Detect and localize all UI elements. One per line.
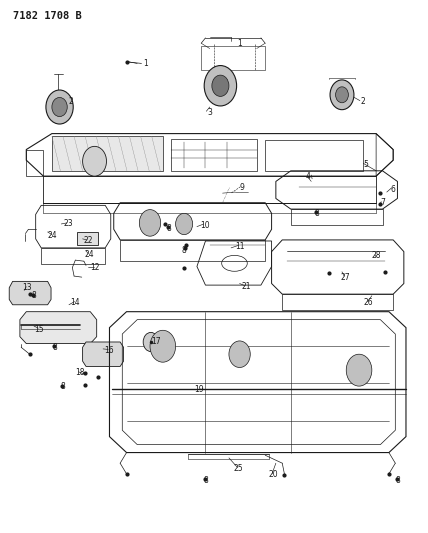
Text: 1: 1 (143, 59, 148, 68)
Text: 2: 2 (69, 97, 74, 106)
Polygon shape (9, 281, 51, 305)
Polygon shape (52, 136, 163, 171)
Text: 8: 8 (314, 209, 319, 218)
Text: 27: 27 (341, 273, 350, 281)
Circle shape (336, 87, 348, 103)
Text: 8: 8 (60, 382, 65, 391)
Text: 4: 4 (306, 172, 310, 181)
Polygon shape (77, 232, 98, 245)
Text: 6: 6 (391, 185, 395, 194)
Text: 8: 8 (167, 224, 172, 233)
Text: 16: 16 (105, 346, 114, 355)
Text: 19: 19 (194, 385, 204, 394)
Text: 10: 10 (201, 221, 210, 230)
Text: 26: 26 (364, 298, 373, 307)
Text: 21: 21 (241, 282, 251, 291)
Circle shape (46, 90, 73, 124)
Circle shape (330, 80, 354, 110)
Text: 1: 1 (237, 39, 242, 48)
Circle shape (140, 209, 160, 236)
Text: 8: 8 (53, 343, 58, 352)
Circle shape (52, 98, 67, 117)
Text: 15: 15 (34, 325, 44, 334)
Circle shape (212, 75, 229, 96)
Text: 18: 18 (75, 368, 84, 377)
Circle shape (175, 213, 193, 235)
Text: 3: 3 (207, 108, 212, 117)
Text: 14: 14 (71, 298, 80, 307)
Text: 7182 1708 B: 7182 1708 B (14, 11, 82, 21)
Circle shape (150, 330, 175, 362)
Circle shape (204, 66, 237, 106)
Text: 25: 25 (234, 464, 244, 473)
Text: 17: 17 (152, 337, 161, 346)
Circle shape (143, 333, 158, 352)
Text: 24: 24 (85, 251, 94, 260)
Text: 8: 8 (395, 476, 400, 484)
Text: 13: 13 (22, 283, 32, 292)
Text: 8: 8 (31, 291, 36, 300)
Circle shape (229, 341, 250, 368)
Circle shape (346, 354, 372, 386)
Text: 2: 2 (361, 97, 366, 106)
Text: 8: 8 (203, 476, 208, 484)
Text: 24: 24 (48, 231, 57, 240)
Text: 8: 8 (182, 246, 187, 255)
Text: 11: 11 (235, 242, 244, 251)
Text: 9: 9 (239, 183, 244, 192)
Text: 20: 20 (268, 471, 278, 479)
Text: 23: 23 (63, 220, 73, 229)
Polygon shape (83, 342, 124, 367)
Text: 22: 22 (83, 237, 93, 246)
Text: 5: 5 (363, 160, 368, 169)
Text: 12: 12 (90, 263, 99, 272)
Text: 7: 7 (380, 198, 385, 207)
Circle shape (83, 147, 107, 176)
Text: 28: 28 (372, 252, 381, 260)
Polygon shape (20, 312, 97, 344)
